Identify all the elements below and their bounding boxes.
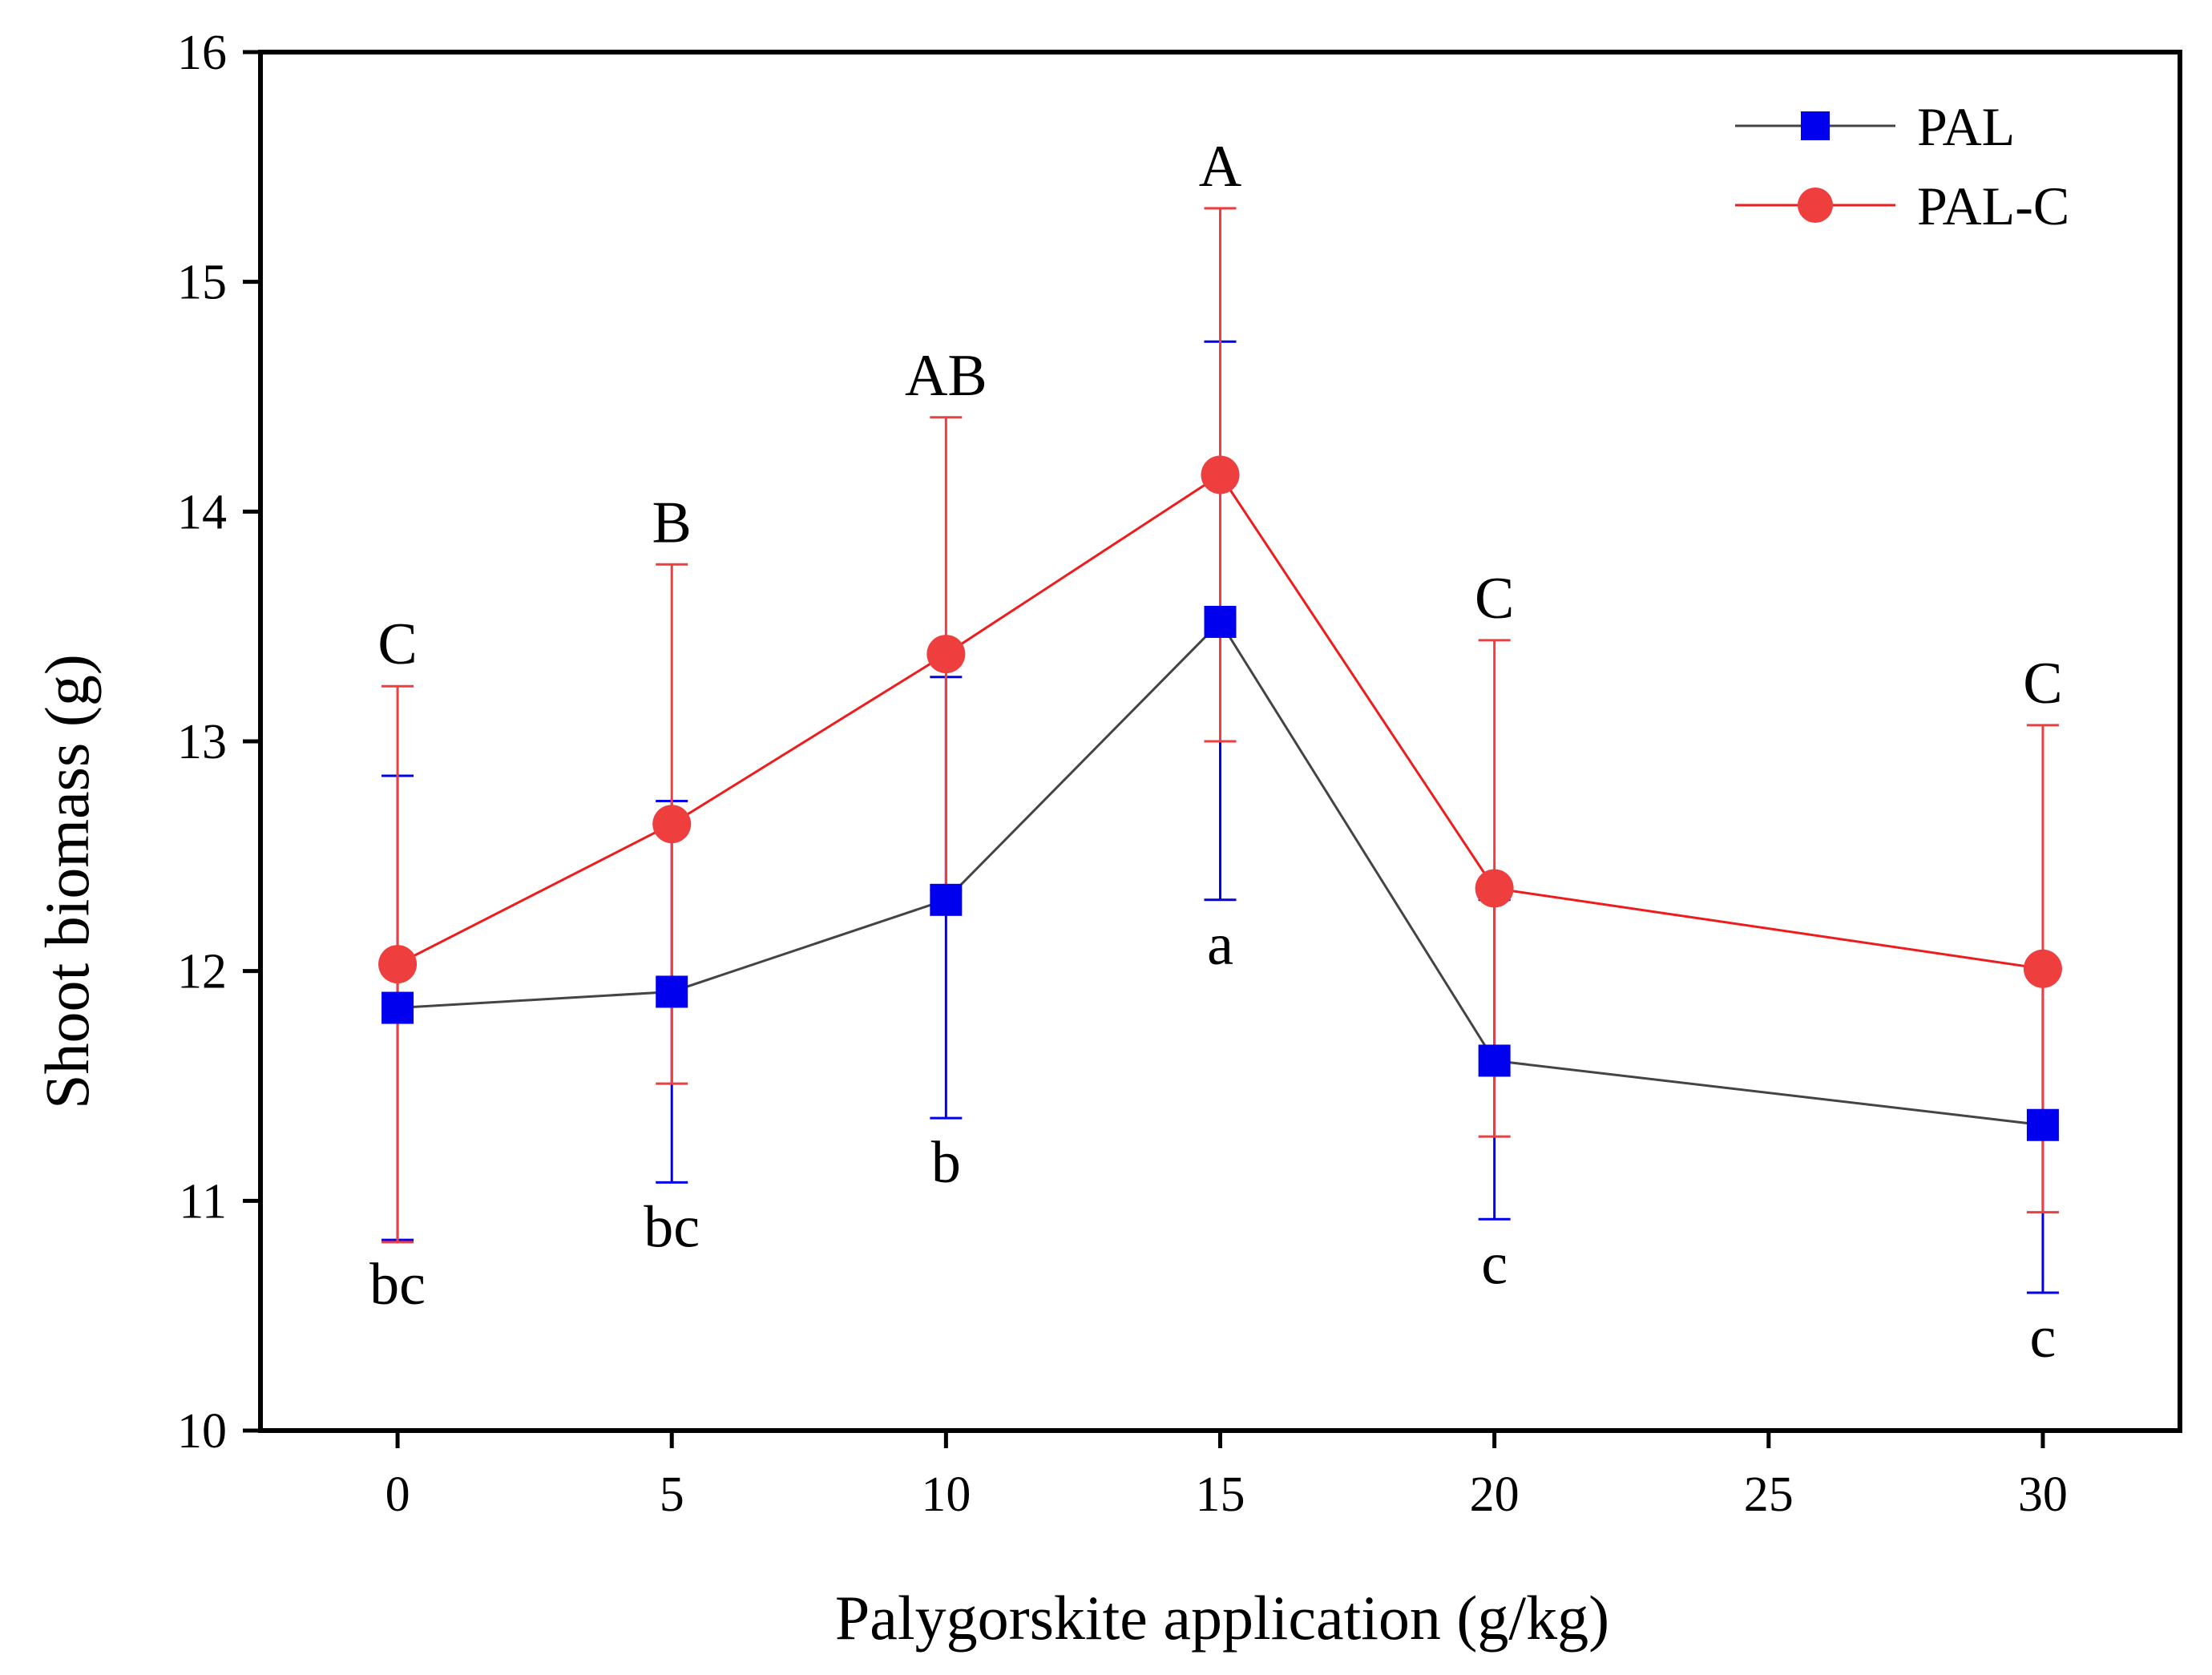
significance-label-upper: C — [377, 611, 417, 677]
data-point-square — [1478, 1044, 1511, 1077]
data-point-square — [2026, 1108, 2059, 1141]
y-tick-label: 12 — [177, 945, 227, 999]
y-tick-label: 15 — [177, 256, 227, 310]
data-point-square — [381, 991, 414, 1024]
y-axis-title: Shoot biomass (g) — [32, 654, 102, 1109]
x-tick-label: 15 — [1196, 1467, 1245, 1522]
data-point-circle — [2023, 949, 2062, 988]
x-tick-label: 5 — [660, 1467, 684, 1522]
x-tick-label: 10 — [921, 1467, 971, 1522]
legend-label-pal: PAL — [1917, 96, 2015, 157]
y-tick-label: 16 — [177, 26, 227, 80]
x-axis: 0 5 10 15 20 25 30 — [385, 1431, 2068, 1522]
significance-label-upper: A — [1199, 134, 1241, 200]
x-axis-title: Palygorskite application (g/kg) — [835, 1583, 1609, 1653]
data-point-circle — [1201, 455, 1240, 494]
x-tick-label: 30 — [2018, 1467, 2068, 1522]
x-tick-label: 0 — [385, 1467, 410, 1522]
legend-label-pal-c: PAL-C — [1917, 176, 2069, 236]
series-line-0 — [397, 620, 2044, 1127]
y-tick-label: 14 — [177, 485, 227, 539]
significance-label-upper: B — [652, 490, 692, 555]
y-tick-label: 13 — [177, 715, 227, 769]
legend: PAL PAL-C — [1735, 96, 2069, 236]
significance-label-upper: C — [1475, 566, 1514, 632]
y-tick-label: 10 — [177, 1404, 227, 1459]
data-point-circle — [378, 945, 418, 984]
y-tick-label: 11 — [179, 1174, 227, 1229]
y-axis: 10 11 12 13 14 15 16 — [177, 26, 260, 1459]
significance-label-lower: bc — [644, 1194, 700, 1260]
significance-label-lower: a — [1207, 912, 1233, 978]
data-point-square — [1204, 605, 1237, 638]
x-tick-label: 25 — [1744, 1467, 1794, 1522]
series-line-1 — [397, 473, 2044, 971]
data-point-circle — [652, 805, 692, 844]
x-tick-label: 20 — [1470, 1467, 1520, 1522]
legend-marker-pal-c — [1798, 188, 1833, 223]
data-point-circle — [926, 635, 966, 674]
data-point-square — [656, 975, 688, 1008]
significance-label-lower: b — [931, 1130, 961, 1196]
data-point-square — [930, 883, 963, 916]
significance-label-lower: bc — [369, 1252, 426, 1318]
series-layer: C B AB A C Cbc bc b a c c — [369, 134, 2062, 1370]
data-point-circle — [1475, 869, 1514, 908]
legend-marker-pal — [1801, 111, 1830, 140]
significance-label-upper: AB — [905, 343, 987, 409]
significance-label-lower: c — [1481, 1231, 1508, 1297]
significance-label-lower: c — [2029, 1305, 2056, 1370]
significance-label-upper: C — [2023, 651, 2062, 716]
